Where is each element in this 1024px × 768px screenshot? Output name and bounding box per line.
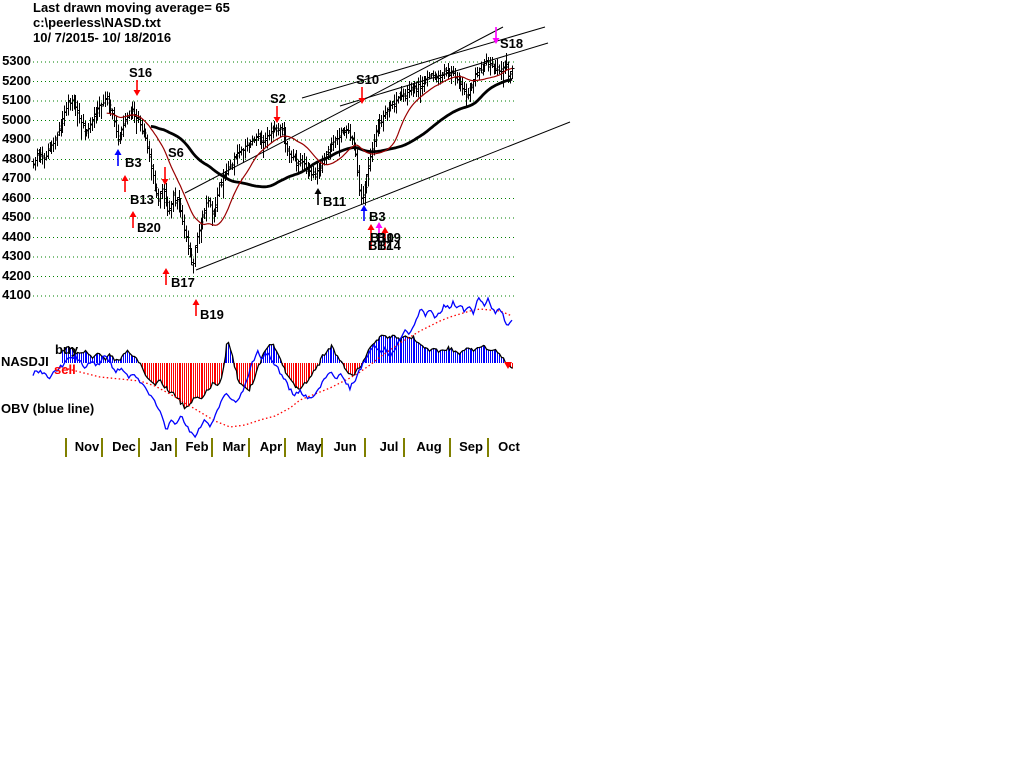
y-axis-label-4500: 4500 [2,209,31,224]
month-label-jan: Jan [149,439,173,454]
y-axis-label-5100: 5100 [2,92,31,107]
buy-arrow-icon [114,149,122,155]
month-label-dec: Dec [112,439,136,454]
y-axis-label-4900: 4900 [2,131,31,146]
y-axis-label-5000: 5000 [2,111,31,127]
y-axis-label-5300: 5300 [2,53,31,68]
month-label-may: May [296,439,322,454]
sell-arrow-icon [273,117,281,123]
signal-label-s16-0: S16 [129,65,153,80]
buy-arrow-icon [375,222,383,228]
obv-line [32,296,513,439]
month-label-jun: Jun [333,439,357,454]
signal-label-b17-8: B17 [171,275,195,290]
month-label-mar: Mar [222,439,246,454]
month-label-apr: Apr [259,439,283,454]
trendline [195,121,571,271]
signal-label-s6-1: S6 [168,145,184,160]
buy-arrow-icon [381,227,389,233]
signal-label-b11-10: B11 [323,194,347,209]
ma-65-line [150,77,513,189]
date-range: 10/ 7/2015- 10/ 18/2016 [33,30,172,45]
month-label-feb: Feb [185,439,209,454]
buy-arrow-icon [162,268,170,274]
latest-signal-marker-icon [504,362,512,369]
signal-label-s10-3: S10 [356,72,380,87]
month-label-jul: Jul [379,439,399,454]
signal-label-s18-4: S18 [500,36,524,51]
signal-label-cluster-b19: B19 [377,230,401,245]
month-label-sep: Sep [459,439,483,454]
y-axis-label-4700: 4700 [2,170,31,185]
ma-fast-line [106,67,513,226]
sell-arrow-icon [161,179,169,185]
signal-label-b3-11: B3 [369,209,386,224]
month-label-aug: Aug [416,439,442,454]
buy-arrow-icon [121,175,129,181]
sell-arrow-icon [133,90,141,96]
indicator-signal-dotted-line [59,308,513,428]
sell-arrow-icon [492,38,500,44]
chart-subtitle-moving-average: Last drawn moving average= 65 [33,0,230,15]
month-label-nov: Nov [74,439,100,454]
buy-arrow-icon [360,205,368,211]
indicator-name-label: NASDJI [1,354,49,369]
obv-label: OBV (blue line) [1,401,95,416]
signal-label-s2-2: S2 [270,91,286,106]
y-axis-label-5200: 5200 [2,72,31,88]
buy-arrow-icon [192,299,200,305]
sell-level-label: sell [54,362,76,377]
trendline [301,26,546,99]
y-axis-label-4400: 4400 [2,228,31,244]
y-axis-label-4100: 4100 [2,287,31,302]
signal-label-b13-6: B13 [130,192,154,207]
y-axis-label-4200: 4200 [2,267,31,283]
signal-label-b20-7: B20 [137,220,161,235]
file-path: c:\peerless\NASD.txt [33,15,161,30]
ohlc-bars [31,53,515,274]
month-label-oct: Oct [498,439,520,454]
buy-arrow-icon [314,188,322,194]
buy-arrow-icon [367,224,375,230]
y-axis-label-4600: 4600 [2,189,31,205]
signal-label-b19-9: B19 [200,307,224,322]
signal-label-cluster-b17: B17 [368,238,392,253]
signal-label-cluster-b10: B10 [370,230,394,245]
buy-level-label: buy [55,342,79,357]
y-axis-label-4300: 4300 [2,248,31,263]
buy-arrow-icon [129,211,137,217]
indicator-histogram-negative [140,363,513,409]
indicator-envelope-line [62,334,513,410]
signal-label-b3-5: B3 [125,155,142,170]
y-axis-label-4800: 4800 [2,150,31,166]
indicator-histogram-positive [62,335,506,363]
signal-label-cluster-b14: B14 [377,238,401,253]
sell-arrow-icon [358,98,366,104]
